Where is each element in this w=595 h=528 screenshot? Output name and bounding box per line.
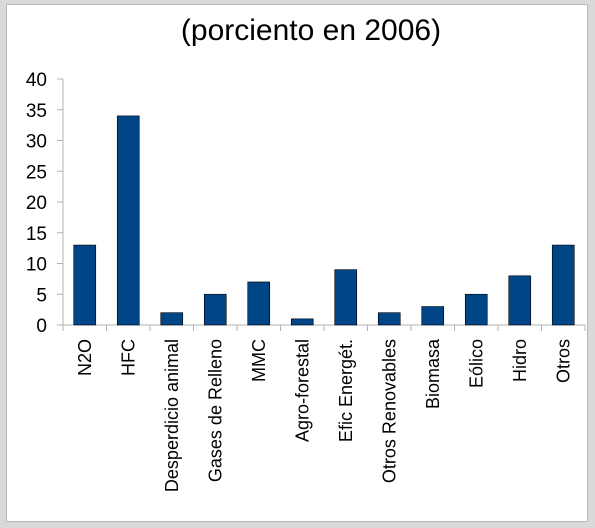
bar bbox=[334, 269, 358, 326]
x-tick-label: Biomasa bbox=[423, 338, 443, 409]
chart-bars bbox=[73, 115, 575, 326]
bar bbox=[377, 312, 401, 326]
bar bbox=[203, 293, 227, 326]
chart-axes bbox=[57, 78, 586, 331]
x-tick-label: Efic Energét. bbox=[336, 339, 356, 442]
chart-frame: (porciento en 2006) 0 5 10 15 20 25 30 35 40 N2O… bbox=[6, 4, 588, 522]
y-tick-label: 5 bbox=[36, 285, 47, 306]
bar bbox=[73, 244, 97, 326]
chart-title: (porciento en 2006) bbox=[181, 14, 441, 47]
x-tick-labels: N2O HFC Desperdicio animal Gases de Relleno… bbox=[75, 338, 574, 492]
bar bbox=[160, 312, 184, 326]
x-tick-label: MMC bbox=[249, 339, 269, 382]
y-tick-label: 0 bbox=[36, 316, 47, 337]
x-tick-label: Hidro bbox=[510, 339, 530, 382]
bar bbox=[421, 306, 445, 326]
y-tick-labels: 0 5 10 15 20 25 30 35 40 bbox=[26, 70, 47, 337]
x-tick-label: Desperdicio animal bbox=[162, 339, 182, 492]
x-tick-label: Gases de Relleno bbox=[205, 339, 225, 482]
y-tick-label: 35 bbox=[26, 101, 47, 122]
y-tick-label: 20 bbox=[26, 193, 47, 214]
x-tick-label: Otros Renovables bbox=[379, 339, 399, 483]
bar bbox=[116, 115, 140, 326]
x-tick-label: HFC bbox=[118, 339, 138, 376]
x-tick-label: Agro-forestal bbox=[292, 339, 312, 442]
y-tick-label: 25 bbox=[26, 162, 47, 183]
x-tick-label: Eólico bbox=[466, 339, 486, 388]
bar bbox=[247, 281, 271, 326]
y-tick-label: 10 bbox=[26, 255, 47, 276]
y-tick-label: 30 bbox=[26, 132, 47, 153]
y-tick-label: 15 bbox=[26, 224, 47, 245]
y-tick-label: 40 bbox=[26, 70, 47, 91]
bar bbox=[551, 244, 575, 326]
bar bbox=[464, 293, 488, 326]
bar bbox=[508, 275, 532, 326]
bar bbox=[290, 318, 314, 326]
x-tick-label: Otros bbox=[553, 339, 573, 383]
bar-chart: (porciento en 2006) 0 5 10 15 20 25 30 35 40 N2O… bbox=[26, 14, 586, 492]
x-tick-label: N2O bbox=[75, 339, 95, 376]
